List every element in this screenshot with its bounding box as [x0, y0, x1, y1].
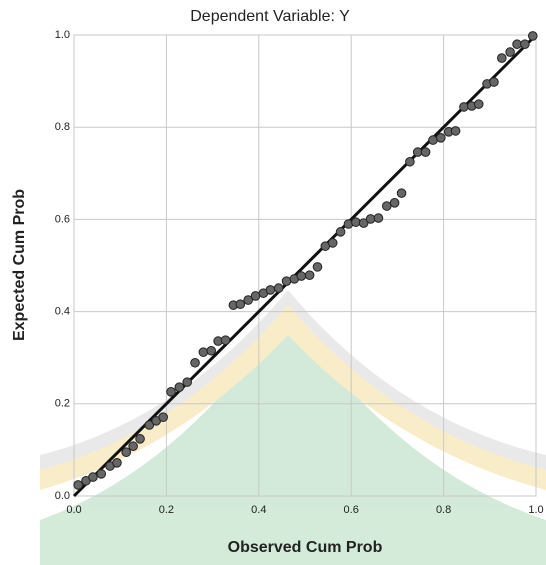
point: [513, 40, 522, 49]
point: [474, 100, 483, 109]
watermark: [40, 290, 546, 565]
point: [74, 481, 83, 490]
point: [251, 292, 260, 301]
x-axis-title: Observed Cum Prob: [228, 539, 383, 556]
point: [297, 272, 306, 281]
point: [352, 218, 361, 227]
point: [336, 228, 345, 237]
point: [266, 286, 275, 295]
y-tick-label: 0.4: [55, 306, 70, 318]
point: [274, 284, 283, 293]
point: [313, 263, 322, 272]
y-tick-label: 0.0: [55, 490, 70, 502]
point: [421, 148, 430, 157]
point: [390, 199, 399, 208]
point: [374, 214, 383, 223]
point: [406, 157, 415, 166]
y-tick-label: 0.2: [55, 398, 70, 410]
point: [199, 348, 208, 357]
y-tick-label: 0.6: [55, 213, 70, 225]
point: [397, 189, 406, 198]
point: [451, 127, 460, 136]
point: [129, 442, 138, 451]
chart: Dependent Variable: Y Observed Cum Prob …: [0, 0, 546, 565]
point: [167, 388, 176, 397]
point: [113, 459, 122, 468]
point: [429, 136, 438, 145]
x-tick-label: 0.4: [251, 504, 266, 516]
point: [159, 413, 168, 422]
chart-title: Dependent Variable: Y: [190, 8, 350, 25]
y-tick-label: 0.8: [55, 121, 70, 133]
point: [498, 54, 507, 63]
point: [382, 202, 391, 211]
point: [191, 358, 200, 367]
point: [413, 148, 422, 157]
point: [490, 78, 499, 87]
point: [221, 336, 230, 345]
point: [528, 32, 537, 41]
point: [366, 215, 375, 224]
x-tick-label: 1.0: [528, 504, 543, 516]
point: [89, 473, 98, 482]
x-tick-label: 0.0: [66, 504, 81, 516]
point: [175, 383, 184, 392]
x-tick-label: 0.8: [436, 504, 451, 516]
point: [328, 239, 337, 248]
point: [207, 346, 216, 355]
point: [506, 48, 515, 57]
point: [437, 134, 446, 143]
x-tick-label: 0.6: [344, 504, 359, 516]
point: [460, 103, 469, 112]
point: [122, 448, 131, 457]
y-tick-label: 1.0: [55, 29, 70, 41]
point: [282, 277, 291, 286]
point: [183, 378, 192, 387]
point: [236, 300, 245, 309]
point: [521, 40, 530, 49]
point: [136, 435, 145, 444]
point: [97, 470, 106, 479]
point: [305, 271, 314, 280]
x-tick-label: 0.2: [159, 504, 174, 516]
y-axis-title: Expected Cum Prob: [11, 189, 28, 341]
